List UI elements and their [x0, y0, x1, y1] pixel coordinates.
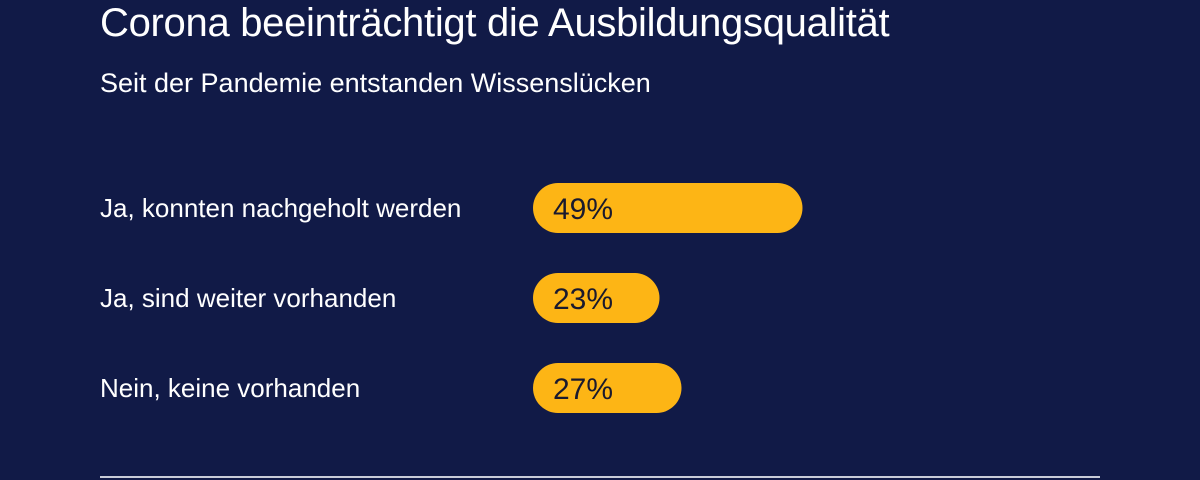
chart-subtitle: Seit der Pandemie entstanden Wissenslück… [100, 68, 651, 98]
category-label: Ja, sind weiter vorhanden [100, 283, 396, 313]
value-label: 23% [553, 283, 613, 316]
value-label: 49% [553, 193, 613, 226]
chart-title: Corona beeinträchtigt die Ausbildungsqua… [100, 1, 890, 45]
value-label: 27% [553, 373, 613, 406]
category-label: Ja, konnten nachgeholt werden [100, 193, 461, 223]
category-label: Nein, keine vorhanden [100, 373, 360, 403]
bar [533, 183, 803, 233]
bar [533, 273, 660, 323]
bar [533, 363, 682, 413]
bottom-divider [100, 476, 1100, 478]
